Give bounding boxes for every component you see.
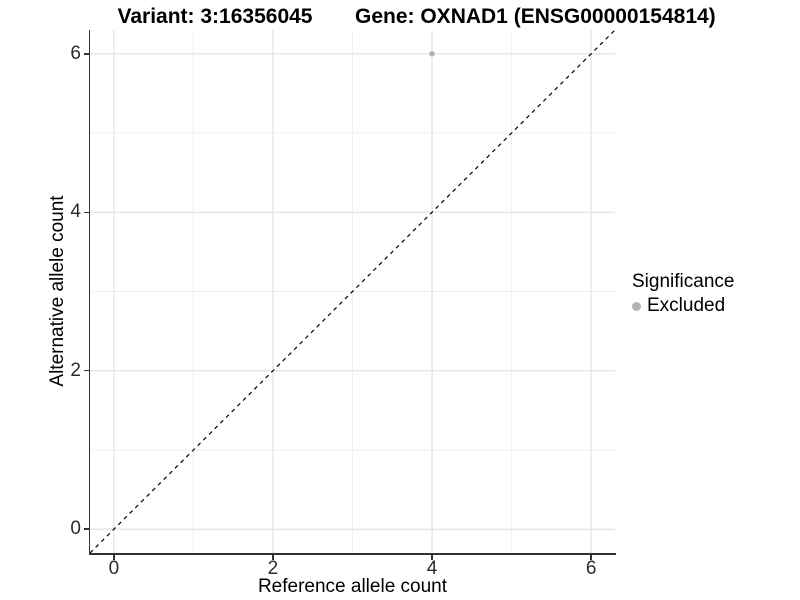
x-tick-mark <box>590 554 592 560</box>
x-tick-mark <box>113 554 115 560</box>
y-tick-label: 0 <box>70 518 81 540</box>
x-tick-label: 4 <box>426 558 438 579</box>
legend-point-swatch-icon <box>632 301 641 311</box>
y-tick-label: 2 <box>70 359 81 381</box>
x-tick-label: 2 <box>267 558 279 579</box>
y-tick-label: 4 <box>70 201 81 223</box>
identity-dashed-line <box>90 30 615 553</box>
legend-item: Excluded <box>632 295 734 317</box>
plot-panel <box>90 30 615 553</box>
y-tick-mark <box>83 53 89 55</box>
legend: Significance Excluded <box>632 270 734 317</box>
plot-title-gene: Gene: OXNAD1 (ENSG00000154814) <box>355 5 716 28</box>
y-axis-line <box>88 30 90 554</box>
x-axis-line <box>88 553 616 555</box>
y-tick-label: 6 <box>70 42 81 64</box>
scatter-plot-svg <box>90 30 615 553</box>
x-axis-title: Reference allele count <box>257 576 448 597</box>
y-tick-mark <box>83 211 89 213</box>
y-tick-mark <box>83 528 89 530</box>
x-tick-mark <box>431 554 433 560</box>
y-tick-mark <box>83 369 89 372</box>
x-tick-label: 0 <box>108 558 120 579</box>
legend-title: Significance <box>632 271 735 292</box>
plot-title-variant: Variant: 3:16356045 <box>117 5 313 28</box>
x-tick-label: 6 <box>585 558 597 579</box>
x-tick-mark <box>272 554 274 560</box>
y-axis-title: Alternative allele count <box>47 195 68 387</box>
legend-item-label: Excluded <box>647 295 726 316</box>
data-point <box>429 50 435 57</box>
